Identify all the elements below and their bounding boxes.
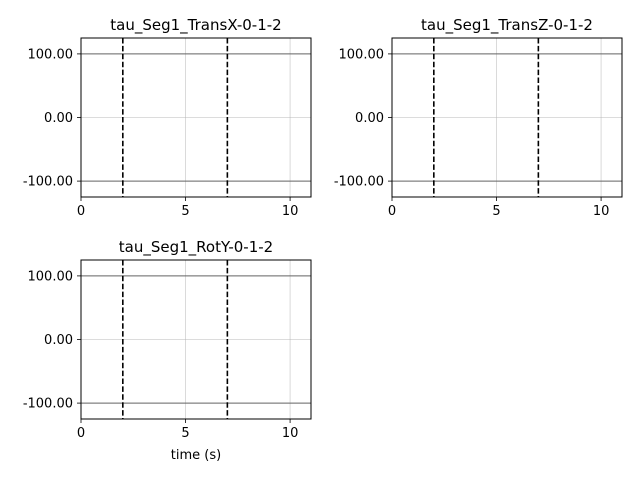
y-tick-label: 100.00: [28, 47, 74, 62]
x-tick-label: 0: [77, 204, 85, 219]
subplot-title: tau_Seg1_TransX-0-1-2: [110, 16, 281, 35]
x-axis-label: time (s): [171, 448, 221, 463]
subplot-title: tau_Seg1_TransZ-0-1-2: [421, 16, 593, 35]
x-tick-label: 5: [181, 426, 189, 441]
y-tick-label: 0.00: [44, 111, 73, 126]
subplot-title: tau_Seg1_RotY-0-1-2: [119, 238, 273, 257]
y-tick-label: 100.00: [28, 269, 74, 284]
x-tick-label: 5: [492, 204, 500, 219]
x-tick-label: 10: [282, 426, 299, 441]
x-tick-label: 10: [593, 204, 610, 219]
y-tick-label: 100.00: [339, 47, 385, 62]
subplot-3: 0 5 10 -100.00 0.00 100.00 tau_Seg1_RotY-0-1-2…: [23, 238, 312, 463]
y-tick-label: -100.00: [23, 397, 73, 412]
y-tick-label: 0.00: [44, 333, 73, 348]
x-tick-label: 0: [77, 426, 85, 441]
x-tick-label: 5: [181, 204, 189, 219]
subplot-1: 0 5 10 -100.00 0.00 100.00 tau_Seg1_TransX-0-1…: [23, 16, 312, 219]
y-tick-label: 0.00: [355, 111, 384, 126]
x-tick-label: 0: [388, 204, 396, 219]
subplot-2: 0 5 10 -100.00 0.00 100.00 tau_Seg1_TransZ-0-1…: [334, 16, 623, 219]
y-tick-label: -100.00: [23, 175, 73, 190]
y-tick-label: -100.00: [334, 175, 384, 190]
x-tick-label: 10: [282, 204, 299, 219]
